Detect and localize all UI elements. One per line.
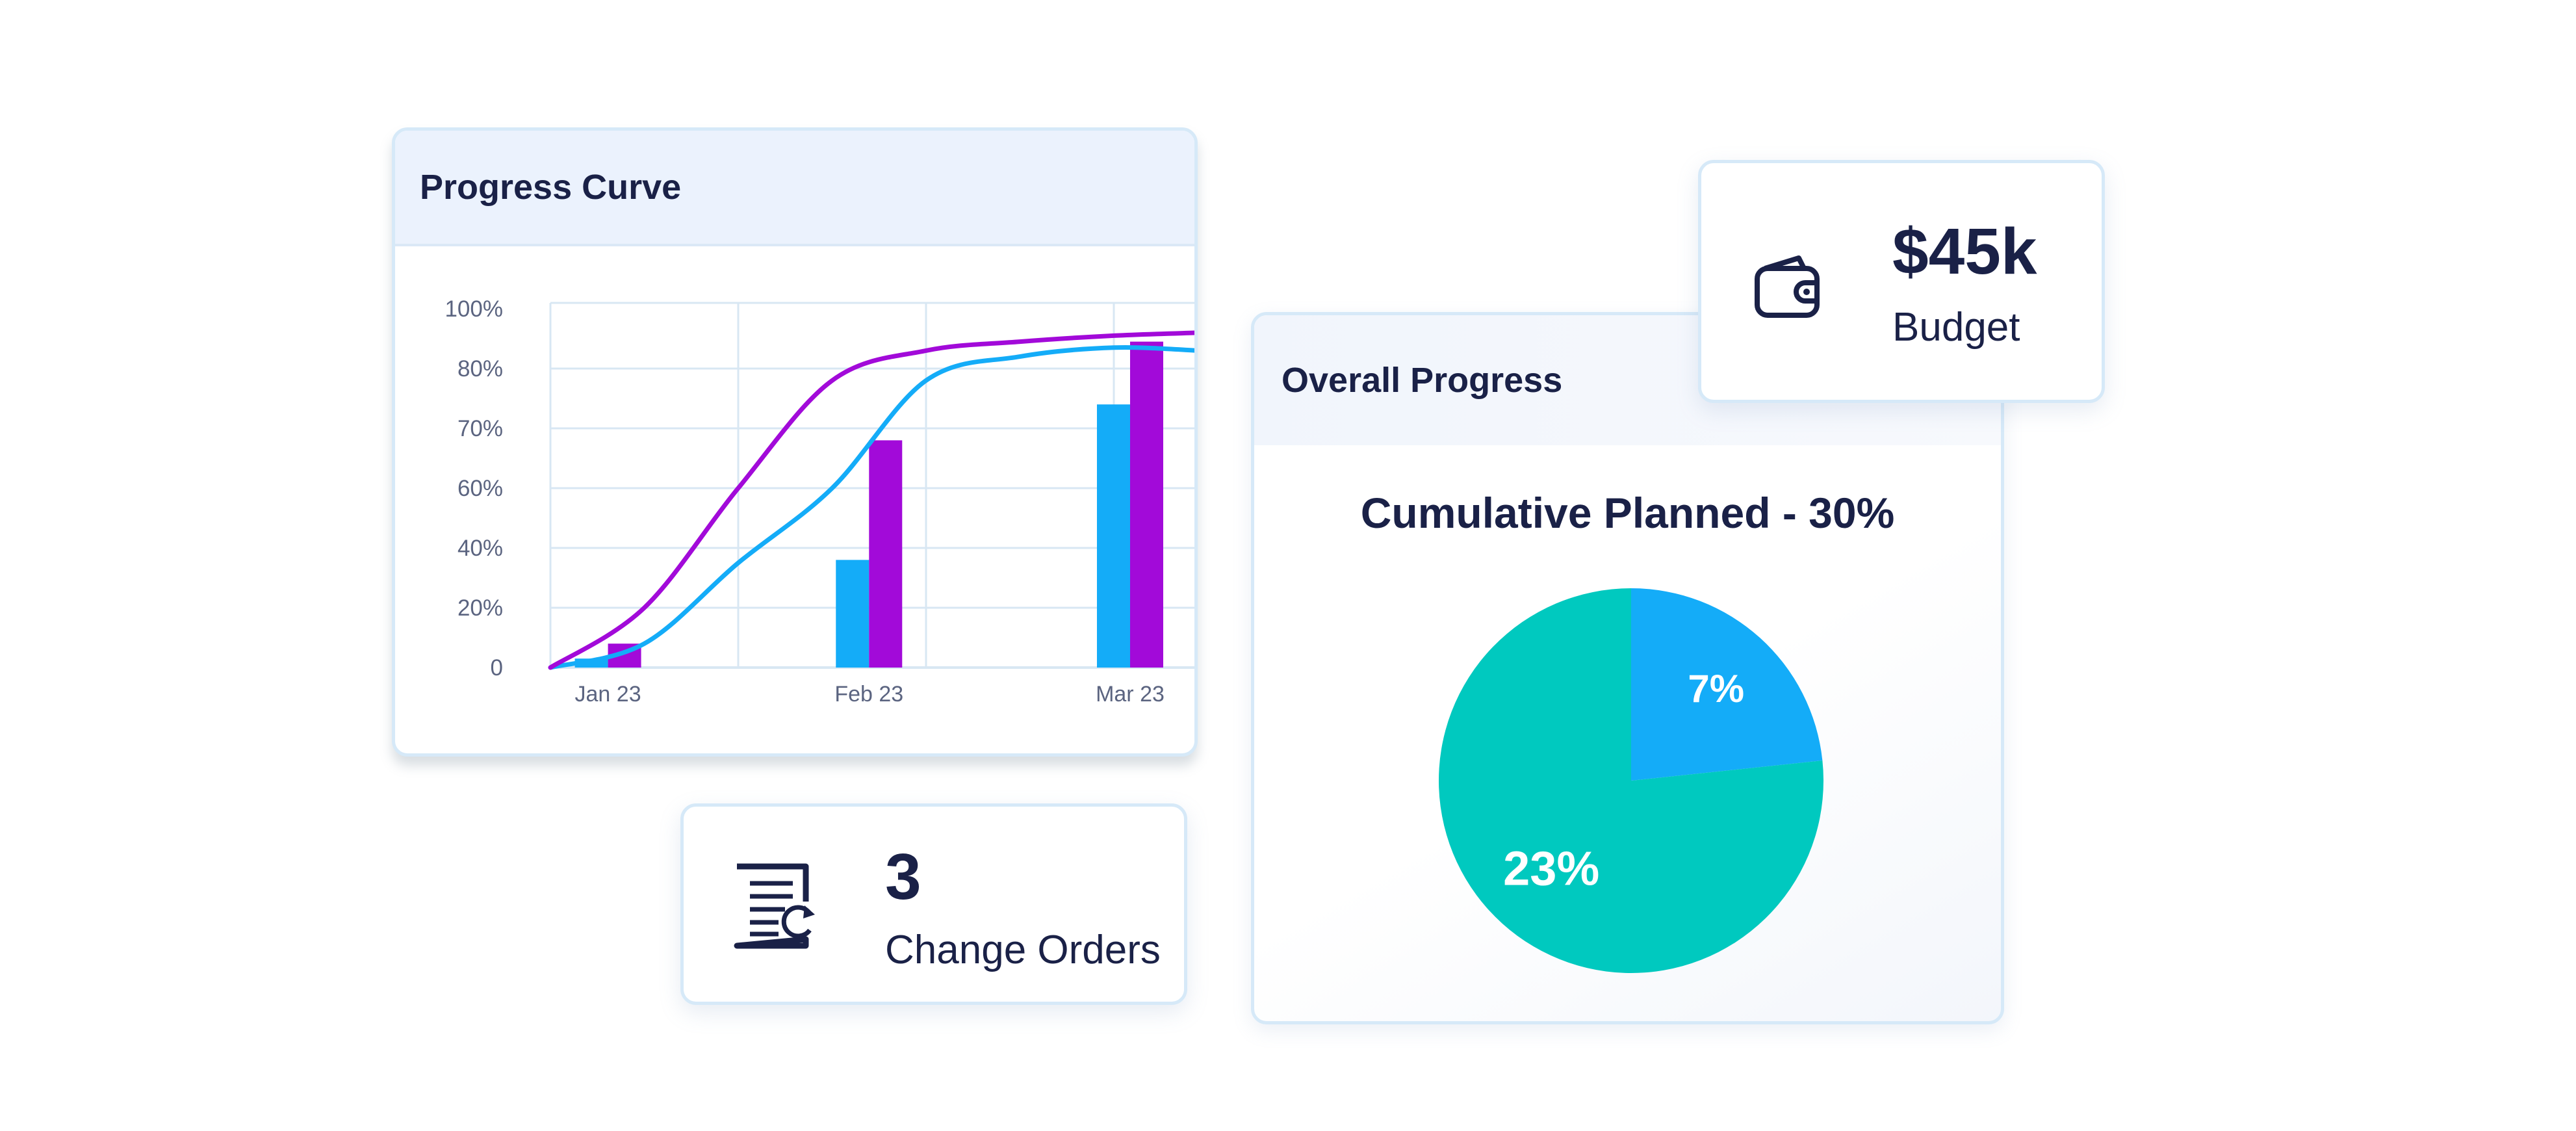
x-tick-label: Feb 23 [834, 682, 903, 707]
progress-curve-header: Progress Curve [395, 131, 1194, 246]
change-orders-value: 3 [885, 840, 921, 913]
pie-slice-label: 23% [1503, 841, 1599, 895]
progress-curve-card: Progress Curve 0 20% 40% 60% 70% 80% 100% Jan 2… [392, 127, 1198, 757]
y-tick-label: 70% [457, 416, 503, 441]
pie-chart-title: Cumulative Planned - 30% [1360, 489, 1895, 537]
document-refresh-icon [734, 863, 815, 949]
y-tick-label: 80% [457, 356, 503, 382]
bar-group [574, 341, 1163, 668]
cumulative-planned-pie: 7% 23% [1439, 588, 1823, 973]
bar-actual [1096, 404, 1130, 668]
bar-planned [1129, 341, 1163, 668]
y-tick-label: 0 [491, 655, 503, 681]
y-tick-label: 20% [457, 595, 503, 621]
change-orders-card[interactable]: 3 Change Orders [680, 803, 1187, 1005]
overall-progress-card: Overall Progress Cumulative Planned - 30… [1251, 312, 2004, 1024]
x-tick-label: Mar 23 [1096, 682, 1165, 707]
budget-card[interactable]: $45k Budget [1698, 160, 2105, 403]
change-orders-label: Change Orders [885, 928, 1161, 972]
actual-curve [548, 345, 1194, 670]
pie-slice-large [1439, 588, 1823, 973]
y-tick-label: 60% [457, 476, 503, 501]
bar-planned [869, 440, 903, 668]
budget-value: $45k [1892, 215, 2037, 288]
x-tick-label: Jan 23 [575, 682, 641, 707]
pie-slice-label: 7% [1688, 667, 1744, 710]
overall-progress-title: Overall Progress [1282, 361, 1563, 400]
pie-slice-small [1631, 588, 1823, 781]
wallet-icon [1755, 255, 1820, 318]
y-tick-label: 40% [457, 536, 503, 561]
bar-actual [836, 560, 869, 668]
progress-curve-title: Progress Curve [420, 168, 682, 207]
budget-label: Budget [1892, 305, 2020, 350]
y-tick-label: 100% [444, 296, 503, 322]
planned-curve [548, 330, 1194, 670]
